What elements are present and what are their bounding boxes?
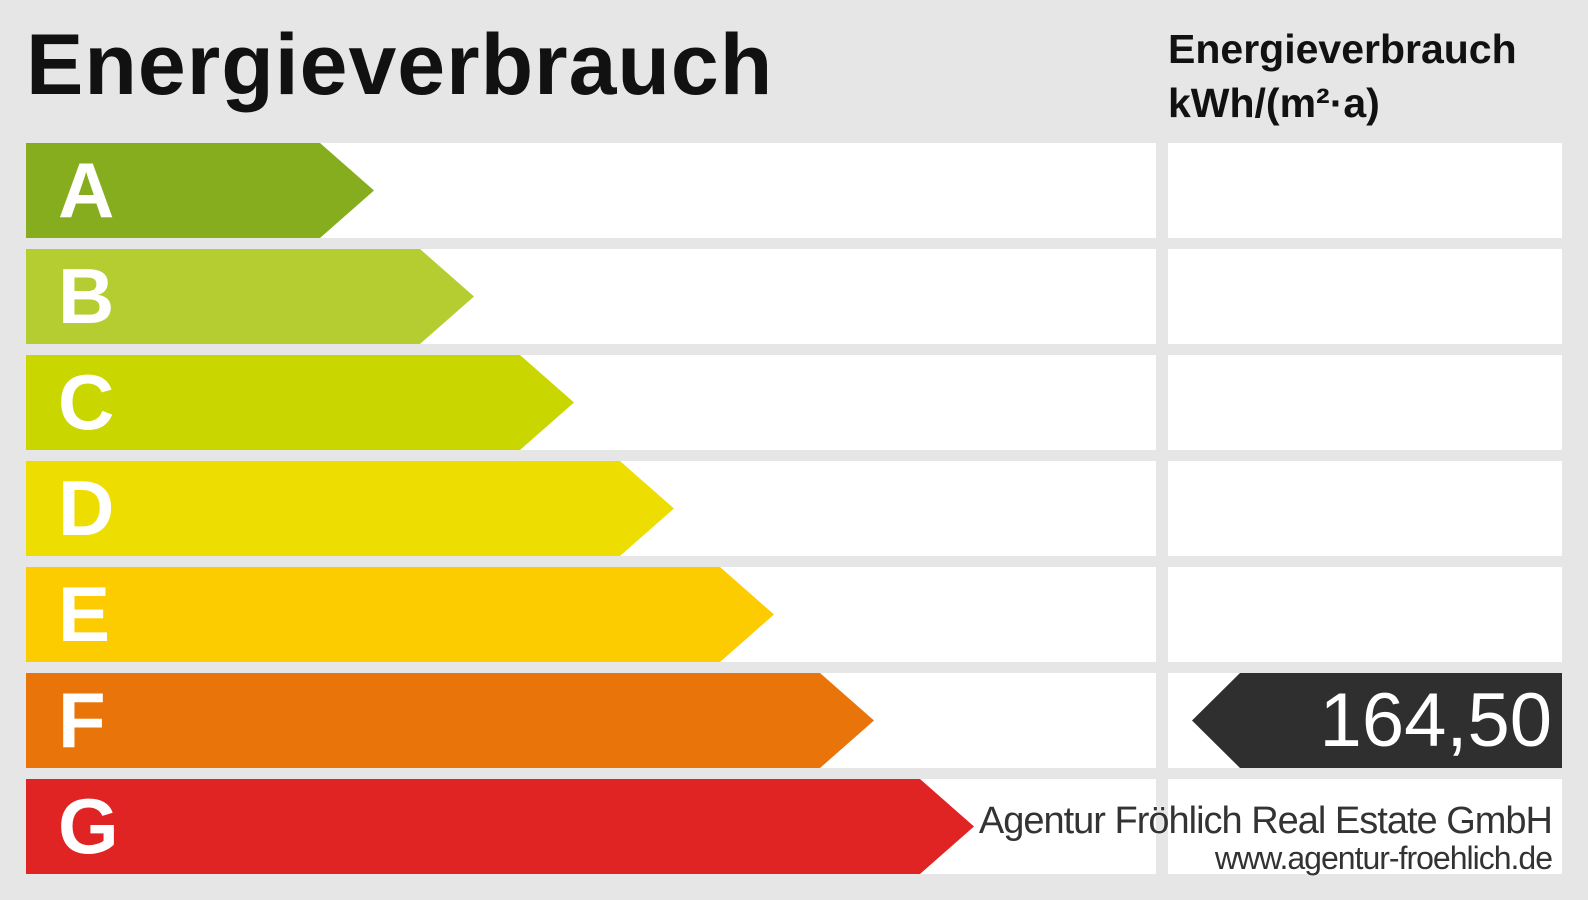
- energy-class-row-c: C: [26, 355, 1562, 450]
- class-arrow-a: A: [26, 143, 374, 238]
- value-cell: [1168, 461, 1562, 556]
- class-letter-a: A: [58, 146, 115, 234]
- rating-marker: 164,50: [1192, 673, 1562, 768]
- class-arrow-d: D: [26, 461, 674, 556]
- energy-class-row-f: F 164,50: [26, 673, 1562, 768]
- energy-class-row-e: E: [26, 567, 1562, 662]
- class-arrow-e: E: [26, 567, 774, 662]
- unit-header: Energieverbrauch kWh/(m²·a): [1168, 22, 1517, 130]
- unit-header-unit: kWh/(m²·a): [1168, 80, 1380, 126]
- rating-value: 164,50: [1319, 678, 1552, 763]
- class-letter-f: F: [58, 676, 106, 764]
- credit-company-name: Agentur Fröhlich Real Estate GmbH: [978, 800, 1553, 843]
- value-cell: [1168, 779, 1562, 874]
- class-letter-c: C: [58, 358, 115, 446]
- energy-class-row-d: D: [26, 461, 1562, 556]
- value-cell: [1168, 249, 1562, 344]
- value-cell: [1168, 567, 1562, 662]
- class-arrow-g: G: [26, 779, 974, 874]
- class-letter-d: D: [58, 464, 115, 552]
- energy-class-row-a: A: [26, 143, 1562, 238]
- class-letter-b: B: [58, 252, 115, 340]
- energy-class-row-g: G: [26, 779, 1562, 874]
- class-arrow-c: C: [26, 355, 574, 450]
- class-arrow-f: F: [26, 673, 874, 768]
- unit-header-label: Energieverbrauch: [1168, 26, 1517, 72]
- credit-website-url: www.agentur-froehlich.de: [1214, 840, 1553, 877]
- energy-class-row-b: B: [26, 249, 1562, 344]
- class-arrow-b: B: [26, 249, 474, 344]
- value-cell: [1168, 355, 1562, 450]
- page-title: Energieverbrauch: [26, 17, 774, 113]
- class-letter-e: E: [58, 570, 111, 658]
- class-letter-g: G: [58, 782, 119, 870]
- value-cell: [1168, 143, 1562, 238]
